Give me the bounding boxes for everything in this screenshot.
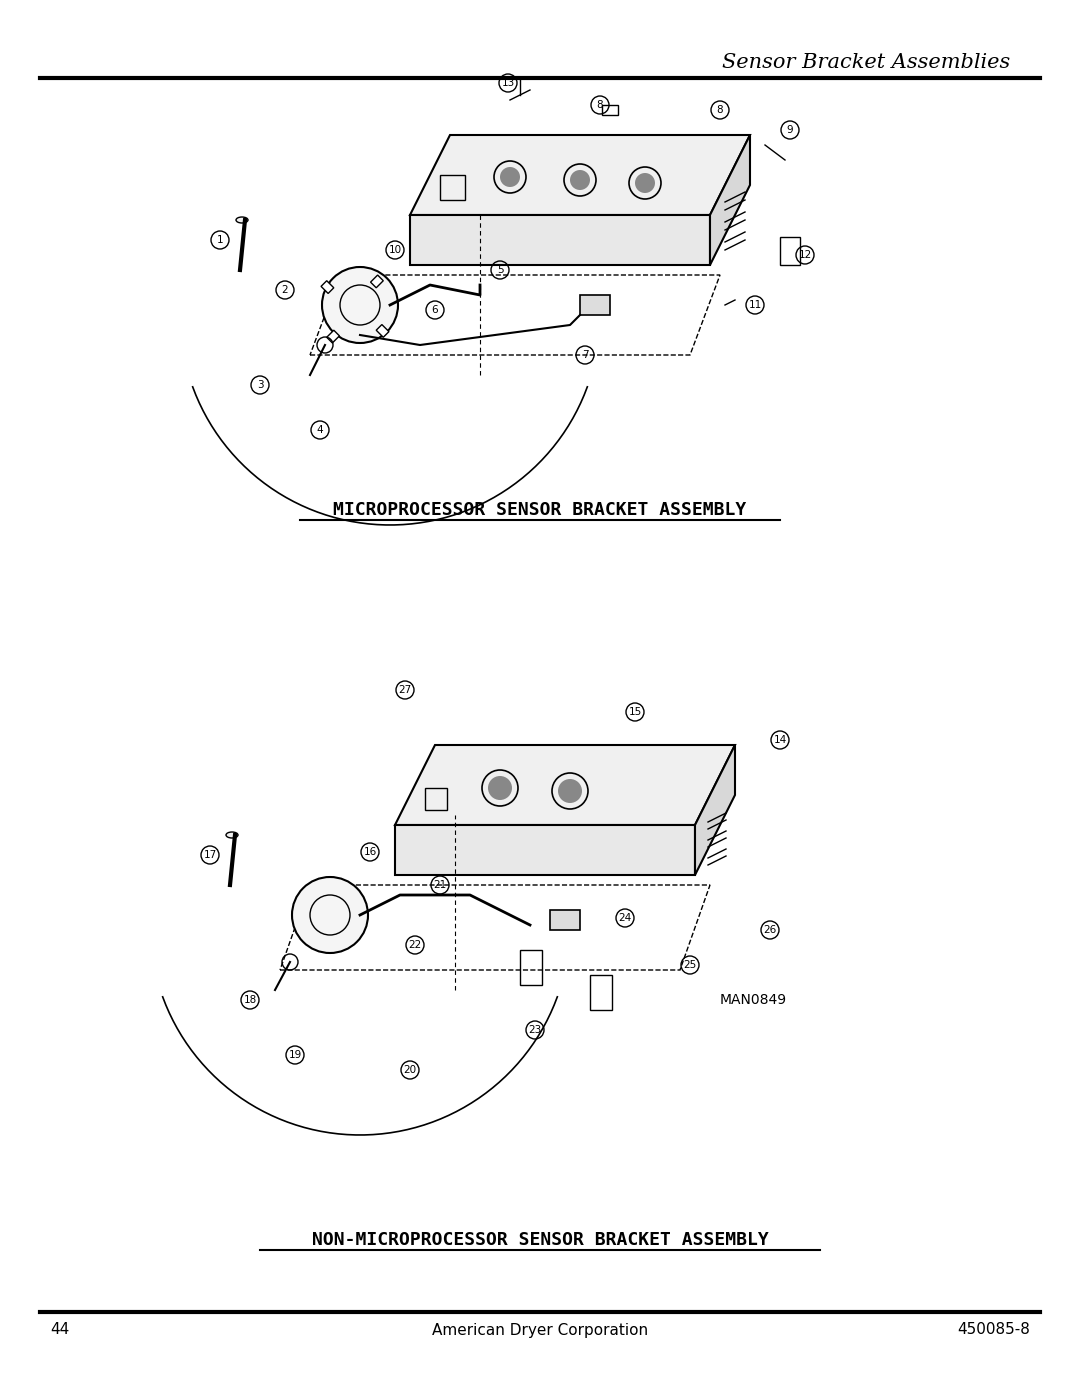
Text: 20: 20 bbox=[404, 1065, 417, 1076]
Text: American Dryer Corporation: American Dryer Corporation bbox=[432, 1323, 648, 1337]
Text: 21: 21 bbox=[433, 880, 447, 890]
Text: 17: 17 bbox=[203, 849, 217, 861]
Ellipse shape bbox=[237, 217, 248, 224]
Polygon shape bbox=[696, 745, 735, 875]
Text: 19: 19 bbox=[288, 1051, 301, 1060]
Circle shape bbox=[488, 775, 512, 800]
Text: 8: 8 bbox=[717, 105, 724, 115]
Bar bbox=[321, 281, 334, 293]
Bar bbox=[590, 975, 612, 1010]
Circle shape bbox=[635, 173, 654, 193]
Bar bbox=[580, 295, 610, 314]
Circle shape bbox=[500, 168, 519, 187]
Text: 12: 12 bbox=[798, 250, 812, 260]
Polygon shape bbox=[710, 136, 750, 265]
Text: 9: 9 bbox=[786, 124, 794, 136]
Text: 25: 25 bbox=[684, 960, 697, 970]
Circle shape bbox=[558, 780, 582, 803]
Text: 10: 10 bbox=[389, 244, 402, 256]
Bar bbox=[376, 324, 389, 337]
Text: 44: 44 bbox=[50, 1323, 69, 1337]
Text: 3: 3 bbox=[257, 380, 264, 390]
Ellipse shape bbox=[226, 833, 238, 838]
Text: Sensor Bracket Assemblies: Sensor Bracket Assemblies bbox=[721, 53, 1010, 71]
Bar bbox=[519, 950, 542, 985]
Text: 8: 8 bbox=[596, 101, 604, 110]
Text: 1: 1 bbox=[217, 235, 224, 244]
Text: 5: 5 bbox=[497, 265, 503, 275]
Text: MAN0849: MAN0849 bbox=[720, 993, 787, 1007]
Text: 26: 26 bbox=[764, 925, 777, 935]
Bar bbox=[370, 275, 383, 288]
Text: 4: 4 bbox=[316, 425, 323, 434]
Text: 24: 24 bbox=[619, 914, 632, 923]
Text: NON-MICROPROCESSOR SENSOR BRACKET ASSEMBLY: NON-MICROPROCESSOR SENSOR BRACKET ASSEMB… bbox=[312, 1231, 768, 1249]
Text: 15: 15 bbox=[629, 707, 642, 717]
Bar bbox=[440, 175, 465, 200]
Polygon shape bbox=[395, 745, 735, 826]
Text: 16: 16 bbox=[363, 847, 377, 856]
Circle shape bbox=[292, 877, 368, 953]
Text: 7: 7 bbox=[582, 351, 589, 360]
Text: 6: 6 bbox=[432, 305, 438, 314]
Text: 13: 13 bbox=[501, 78, 515, 88]
Text: 23: 23 bbox=[528, 1025, 542, 1035]
Text: 22: 22 bbox=[408, 940, 421, 950]
Polygon shape bbox=[410, 215, 710, 265]
Circle shape bbox=[322, 267, 399, 344]
Text: 11: 11 bbox=[748, 300, 761, 310]
Text: 450085-8: 450085-8 bbox=[957, 1323, 1030, 1337]
Polygon shape bbox=[395, 826, 696, 875]
Polygon shape bbox=[410, 136, 750, 215]
Text: 18: 18 bbox=[243, 995, 257, 1004]
Bar bbox=[426, 788, 447, 810]
Text: MICROPROCESSOR SENSOR BRACKET ASSEMBLY: MICROPROCESSOR SENSOR BRACKET ASSEMBLY bbox=[334, 502, 746, 520]
Text: 14: 14 bbox=[773, 735, 786, 745]
Text: 2: 2 bbox=[282, 285, 288, 295]
Circle shape bbox=[570, 170, 590, 190]
Text: 27: 27 bbox=[399, 685, 411, 694]
Bar bbox=[602, 105, 618, 115]
Bar bbox=[550, 909, 580, 930]
Bar bbox=[327, 330, 339, 342]
Bar bbox=[780, 237, 800, 265]
